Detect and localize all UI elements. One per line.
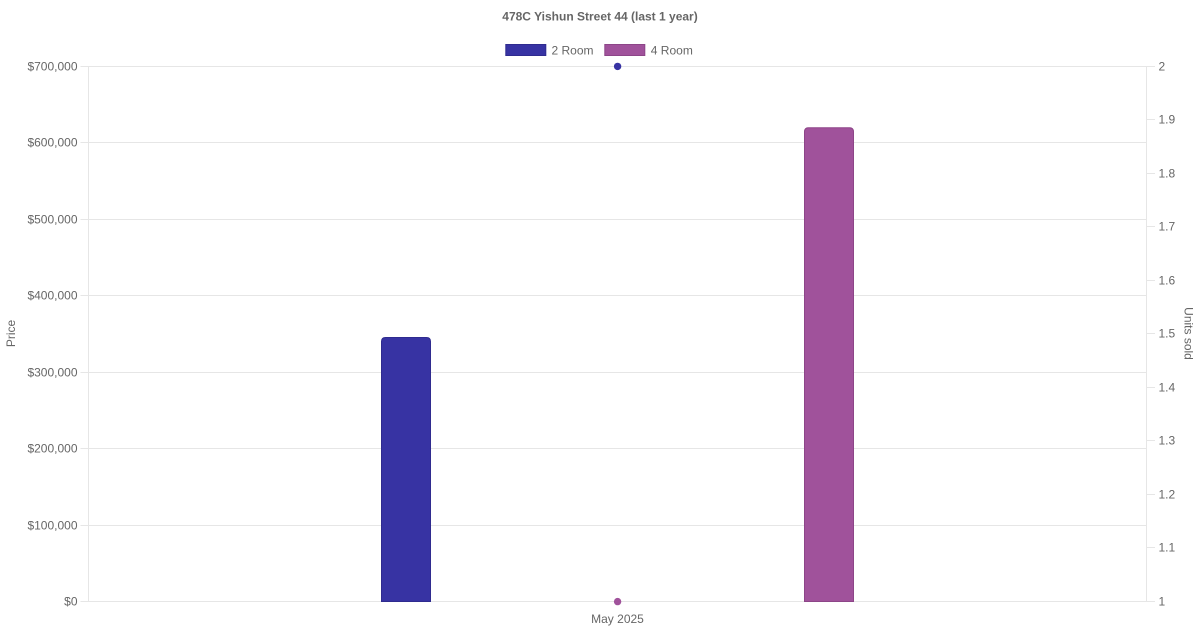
svg-text:1.9: 1.9	[1159, 113, 1176, 127]
svg-text:Price: Price	[4, 320, 18, 348]
svg-text:1.1: 1.1	[1159, 541, 1176, 555]
svg-text:2 Room: 2 Room	[552, 43, 594, 57]
svg-text:1.4: 1.4	[1159, 381, 1176, 395]
svg-text:$500,000: $500,000	[27, 213, 77, 227]
svg-text:1.2: 1.2	[1159, 488, 1176, 502]
svg-text:$600,000: $600,000	[27, 136, 77, 150]
svg-text:May 2025: May 2025	[591, 612, 644, 626]
svg-text:1.8: 1.8	[1159, 167, 1176, 181]
svg-text:$200,000: $200,000	[27, 442, 77, 456]
svg-text:$400,000: $400,000	[27, 289, 77, 303]
svg-text:Units sold: Units sold	[1182, 307, 1196, 360]
svg-text:$300,000: $300,000	[27, 366, 77, 380]
svg-text:2: 2	[1159, 60, 1166, 74]
svg-text:1.3: 1.3	[1159, 434, 1176, 448]
svg-text:478C Yishun Street 44 (last 1: 478C Yishun Street 44 (last 1 year)	[502, 10, 697, 24]
svg-text:$700,000: $700,000	[27, 60, 77, 74]
svg-text:1.5: 1.5	[1159, 327, 1176, 341]
svg-text:4 Room: 4 Room	[651, 43, 693, 57]
svg-text:1.6: 1.6	[1159, 274, 1176, 288]
svg-text:1.7: 1.7	[1159, 220, 1176, 234]
svg-text:$100,000: $100,000	[27, 519, 77, 533]
svg-text:$0: $0	[64, 595, 78, 609]
svg-text:1: 1	[1159, 595, 1166, 609]
